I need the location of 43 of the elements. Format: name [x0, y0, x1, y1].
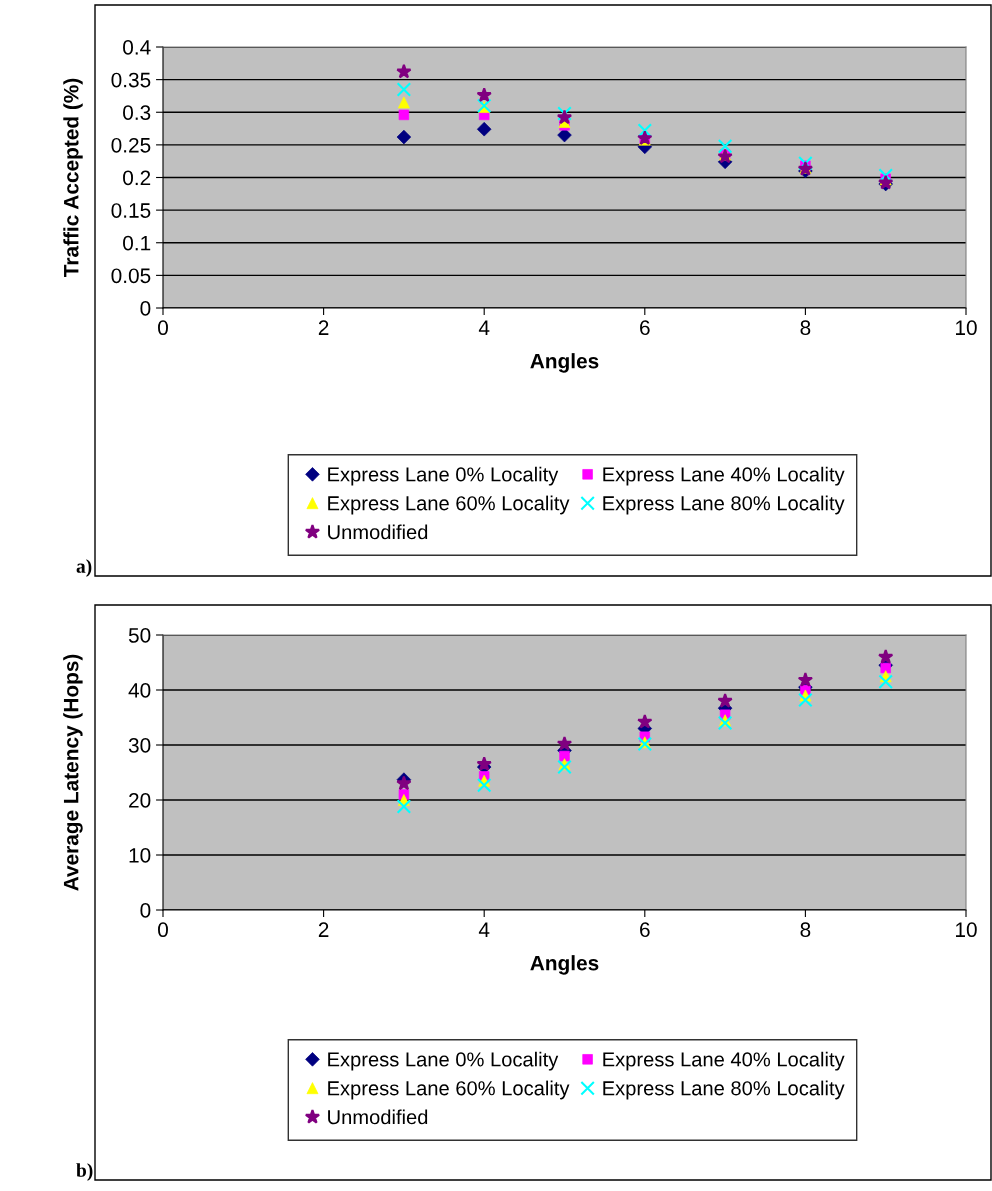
- y-tick-label: 50: [128, 628, 151, 643]
- y-tick-label: 0.3: [123, 105, 151, 120]
- x-tick-label: 4: [478, 320, 490, 335]
- text: b): [76, 1163, 93, 1181]
- y-tick-label: 0.4: [123, 40, 151, 55]
- x-tick-label: 2: [318, 320, 329, 335]
- legend-label: Express Lane 80% Locality: [603, 1080, 845, 1100]
- legend-label: Express Lane 40% Locality: [603, 466, 845, 486]
- y-axis-title: Average Latency (Hops): [63, 654, 83, 891]
- x-axis-title: Angles: [530, 955, 599, 975]
- y-tick-label: 0.05: [111, 268, 151, 284]
- y-tick-label: 0: [140, 301, 151, 316]
- x-tick-label: 10: [956, 320, 977, 336]
- x-tick-label: 6: [640, 320, 650, 336]
- legend-label: Express Lane 60% Locality: [328, 495, 570, 515]
- x-axis-title: Angles: [530, 353, 599, 373]
- y-tick-label: 30: [128, 738, 151, 753]
- y-axis-title: Traffic Accepted (%): [63, 78, 83, 278]
- y-tick-label: 10: [129, 848, 151, 863]
- x-tick-label: 0: [158, 922, 168, 938]
- y-tick-label: 20: [129, 793, 151, 808]
- y-tick-label: 0.1: [123, 235, 151, 251]
- legend-label: Express Lane 0% Locality: [328, 466, 559, 486]
- legend-label: Express Lane 60% Locality: [328, 1080, 570, 1100]
- legend-label: Unmodified: [328, 524, 428, 540]
- y-tick-label: 0.25: [111, 137, 151, 153]
- x-tick-label: 0: [158, 320, 168, 336]
- legend-label: Unmodified: [328, 1109, 428, 1125]
- legend-label: Express Lane 40% Locality: [603, 1051, 845, 1071]
- x-tick-label: 8: [800, 320, 811, 336]
- text: a): [76, 559, 92, 577]
- legend-label: Express Lane 80% Locality: [603, 495, 845, 515]
- x-tick-label: 2: [318, 922, 329, 937]
- x-tick-label: 8: [800, 922, 811, 938]
- legend-label: Express Lane 0% Locality: [328, 1051, 559, 1071]
- x-tick-label: 10: [956, 922, 977, 938]
- y-tick-label: 0.2: [123, 170, 151, 186]
- x-tick-label: 4: [478, 922, 490, 937]
- y-tick-label: 0: [140, 903, 151, 918]
- x-tick-label: 6: [640, 922, 650, 938]
- y-tick-label: 0.15: [111, 203, 151, 218]
- y-tick-label: 0.35: [111, 72, 151, 88]
- y-tick-label: 40: [128, 683, 151, 698]
